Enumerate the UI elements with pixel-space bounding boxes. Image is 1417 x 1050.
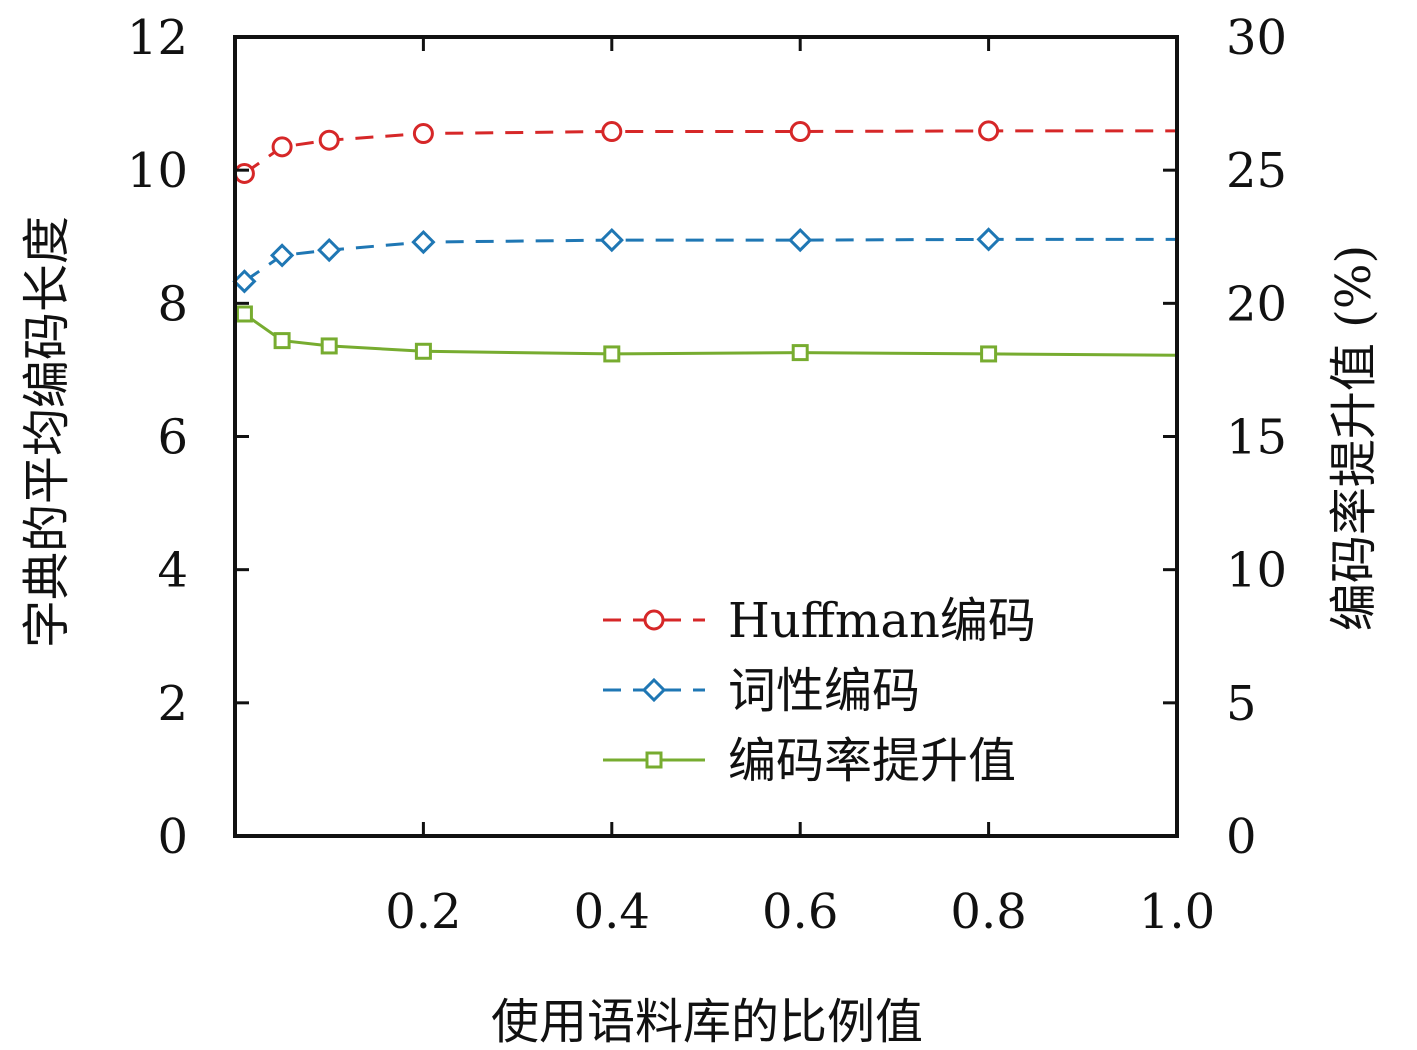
legend-marker-rate bbox=[645, 751, 663, 769]
series-line-rate bbox=[243, 312, 1178, 357]
y-left-tick-label: 2 bbox=[157, 676, 188, 732]
data-point-rate bbox=[603, 345, 621, 363]
data-point-huffman bbox=[601, 121, 623, 143]
y-right-tick-label: 5 bbox=[1226, 676, 1257, 732]
x-axis-title: 使用语料库的比例值 bbox=[491, 994, 923, 1050]
data-point-pos bbox=[232, 269, 257, 294]
y-right-tick-label: 0 bbox=[1226, 809, 1257, 865]
y-left-tick-label: 12 bbox=[127, 10, 188, 66]
x-tick-label: 0.2 bbox=[385, 884, 461, 940]
legend-label-huffman: Huffman编码 bbox=[728, 593, 1036, 649]
data-point-pos bbox=[976, 227, 1001, 252]
data-point-huffman bbox=[978, 120, 1000, 142]
data-point-huffman bbox=[271, 136, 293, 158]
y-left-tick-label: 10 bbox=[127, 143, 188, 199]
series-huffman bbox=[233, 120, 1177, 184]
data-point-huffman bbox=[412, 123, 434, 145]
series-line-huffman bbox=[243, 129, 1177, 175]
series-rate bbox=[235, 305, 1178, 363]
series-layer bbox=[232, 120, 1178, 363]
data-point-pos bbox=[411, 229, 436, 255]
data-point-pos bbox=[317, 237, 342, 263]
y-right-tick-label: 10 bbox=[1226, 543, 1287, 599]
data-point-pos bbox=[599, 227, 624, 253]
y-right-axis-title: 编码率提升值 (%) bbox=[1326, 245, 1382, 631]
x-tick-label: 1.0 bbox=[1139, 884, 1215, 940]
y-right-tick-label: 30 bbox=[1226, 10, 1287, 66]
y-left-tick-label: 4 bbox=[157, 543, 188, 599]
y-right-tick-label: 25 bbox=[1226, 143, 1287, 199]
legend-label-rate: 编码率提升值 bbox=[728, 733, 1016, 789]
y-left-tick-label: 6 bbox=[157, 410, 188, 466]
data-point-pos bbox=[788, 227, 813, 253]
data-point-rate bbox=[791, 344, 809, 362]
data-point-huffman bbox=[789, 121, 811, 143]
data-point-pos bbox=[269, 243, 295, 268]
data-point-rate bbox=[235, 305, 253, 323]
data-point-rate bbox=[273, 332, 291, 350]
series-pos bbox=[232, 227, 1177, 294]
x-tick-label: 0.8 bbox=[950, 884, 1026, 940]
plot-frame bbox=[233, 35, 1179, 838]
x-tick-label: 0.4 bbox=[574, 884, 650, 940]
data-point-rate bbox=[320, 337, 338, 355]
y-right-tick-label: 15 bbox=[1226, 410, 1287, 466]
series-line-pos bbox=[243, 237, 1177, 283]
legend-marker-huffman bbox=[643, 609, 665, 631]
data-point-huffman bbox=[233, 162, 255, 184]
data-point-rate bbox=[414, 342, 432, 360]
data-point-huffman bbox=[318, 129, 340, 151]
data-point-rate bbox=[980, 345, 998, 363]
legend-label-pos: 词性编码 bbox=[728, 663, 920, 719]
y-right-tick-label: 20 bbox=[1226, 276, 1287, 332]
y-left-axis-title: 字典的平均编码长度 bbox=[19, 216, 75, 648]
x-tick-label: 0.6 bbox=[762, 884, 838, 940]
legend-marker-pos bbox=[641, 677, 667, 703]
y-left-tick-label: 0 bbox=[157, 809, 188, 865]
y-left-tick-label: 8 bbox=[157, 276, 188, 332]
